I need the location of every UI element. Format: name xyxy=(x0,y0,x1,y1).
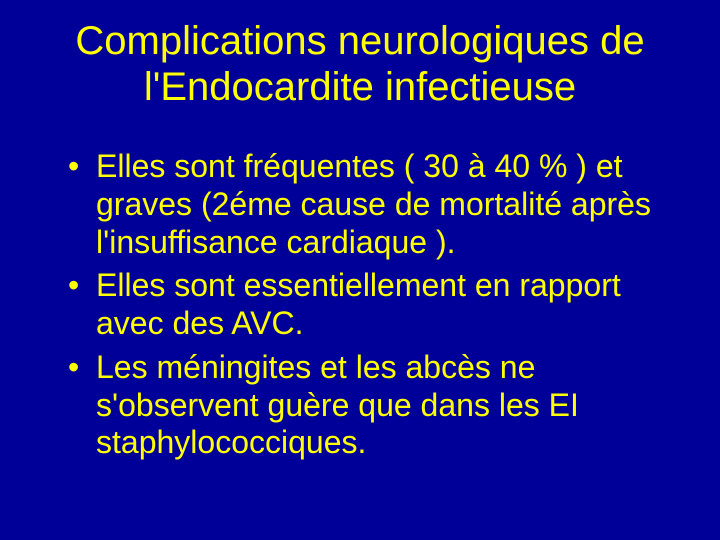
bullet-list: Elles sont fréquentes ( 30 à 40 % ) et g… xyxy=(30,148,690,462)
list-item: Les méningites et les abcès ne s'observe… xyxy=(68,349,690,462)
list-item: Elles sont fréquentes ( 30 à 40 % ) et g… xyxy=(68,148,690,261)
slide-title: Complications neurologiques de l'Endocar… xyxy=(30,18,690,110)
list-item: Elles sont essentiellement en rapport av… xyxy=(68,267,690,343)
